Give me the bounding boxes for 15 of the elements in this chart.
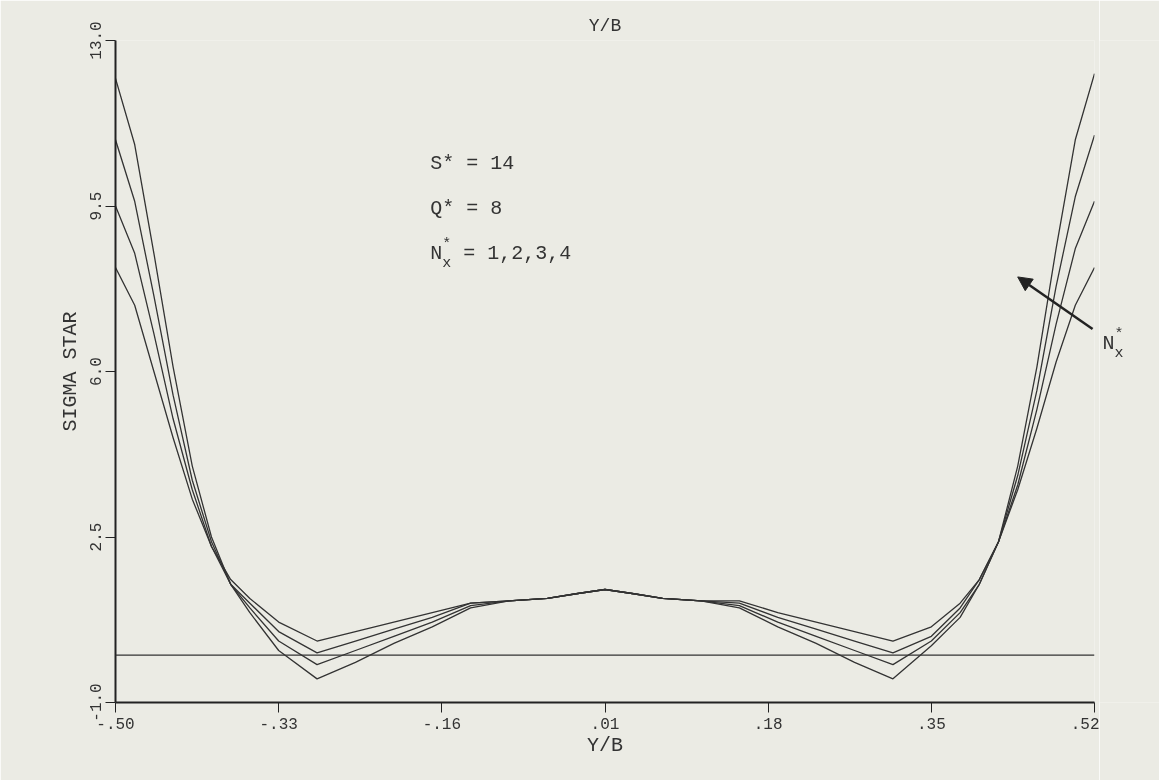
x-axis-title: Y/B [587, 733, 624, 757]
x-tick-label: .35 [916, 715, 946, 734]
chart-title: Y/B [588, 15, 622, 36]
y-tick-label: 2.5 [87, 522, 106, 552]
y-axis-title: SIGMA STAR [58, 311, 82, 432]
annotation: Q* = 8 [430, 196, 503, 220]
y-tick-label: 9.5 [87, 191, 106, 221]
annotation: S* = 14 [430, 151, 515, 175]
x-tick-label: -.16 [422, 715, 462, 734]
x-tick-label: .01 [590, 715, 620, 734]
x-tick-label: .52 [1070, 715, 1100, 734]
y-tick-label: 13.0 [87, 21, 106, 60]
x-tick-label: -.33 [259, 715, 298, 734]
x-tick-label: .18 [753, 715, 783, 734]
y-tick-label: 6.0 [87, 357, 106, 386]
